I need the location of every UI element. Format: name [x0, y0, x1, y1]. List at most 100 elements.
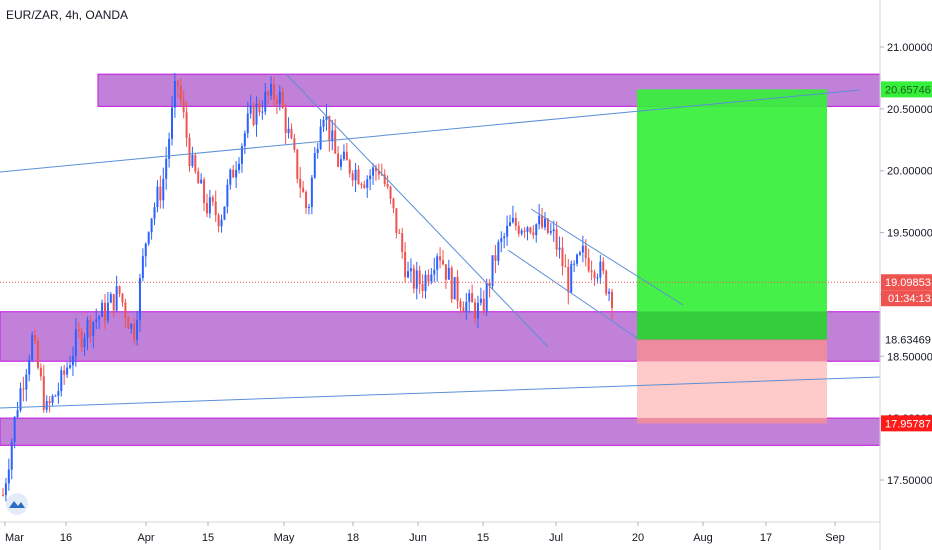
- candle: [290, 123, 293, 140]
- candle: [441, 249, 444, 266]
- candle: [377, 163, 380, 180]
- candle: [115, 275, 118, 313]
- candle-body: [89, 319, 92, 336]
- candle-body: [162, 178, 165, 201]
- candle-body: [7, 469, 10, 484]
- target-price-label-bg: [881, 81, 932, 98]
- candle: [328, 115, 331, 152]
- candle-body: [106, 302, 109, 321]
- candle-body: [34, 334, 37, 342]
- candle: [482, 290, 485, 316]
- candle-body: [546, 218, 549, 233]
- candle: [200, 173, 203, 184]
- candle: [71, 346, 74, 376]
- candle-body: [141, 256, 144, 278]
- candle: [121, 292, 124, 307]
- candle-body: [66, 367, 69, 375]
- candle: [182, 90, 185, 119]
- candle-body: [130, 324, 133, 329]
- candle: [214, 190, 217, 223]
- candle-body: [529, 227, 532, 233]
- candle-body: [255, 103, 258, 125]
- candle: [340, 154, 343, 171]
- candle-body: [366, 179, 369, 188]
- candle-body: [258, 103, 261, 113]
- candle: [240, 143, 243, 173]
- candle-body: [485, 282, 488, 312]
- candle: [278, 85, 281, 111]
- candle: [532, 225, 535, 240]
- candle: [48, 396, 51, 413]
- candle-body: [561, 247, 564, 267]
- candle: [211, 195, 214, 206]
- candle-body: [101, 302, 104, 317]
- candle-body: [36, 341, 39, 368]
- candle-body: [482, 298, 485, 312]
- candle: [322, 116, 325, 133]
- candle: [141, 248, 144, 282]
- candle: [372, 163, 375, 185]
- candle-body: [302, 187, 305, 193]
- candle-body: [404, 251, 407, 278]
- candle: [36, 337, 39, 370]
- candle: [491, 255, 494, 290]
- candle: [526, 226, 529, 241]
- entry-price-label-bg: [881, 331, 932, 348]
- candle: [514, 212, 517, 231]
- candle: [529, 226, 532, 235]
- candle-body: [345, 151, 348, 161]
- candle: [319, 119, 322, 151]
- candle-body: [383, 174, 386, 185]
- candle-body: [272, 84, 275, 100]
- candle: [590, 260, 593, 281]
- candle: [255, 96, 258, 137]
- candle: [357, 165, 360, 185]
- candle: [351, 170, 354, 187]
- candle-body: [520, 230, 523, 234]
- current-price-label: 19.09853: [885, 277, 931, 289]
- candle: [138, 273, 141, 332]
- candle-body: [28, 359, 31, 375]
- candle-body: [124, 302, 127, 318]
- candle: [296, 148, 299, 184]
- candle: [325, 103, 328, 131]
- candle-body: [395, 208, 398, 233]
- candle-body: [581, 245, 584, 253]
- candle-body: [441, 260, 444, 265]
- candle-body: [348, 160, 351, 174]
- candle-body: [415, 270, 418, 289]
- candle-body: [526, 227, 529, 232]
- candle: [261, 100, 264, 120]
- candle: [16, 401, 19, 419]
- candle: [447, 259, 450, 280]
- candle: [220, 214, 223, 233]
- candle: [243, 130, 246, 154]
- candle-body: [497, 242, 500, 261]
- candle-body: [235, 170, 238, 178]
- candle-body: [45, 401, 48, 410]
- upper-trendline: [0, 89, 861, 173]
- candle: [307, 203, 310, 215]
- candle-body: [439, 256, 442, 261]
- candle-body: [538, 215, 541, 225]
- candle: [83, 333, 86, 356]
- candle: [573, 260, 576, 273]
- candle-body: [10, 442, 13, 470]
- candle-body: [377, 171, 380, 175]
- candle-body: [523, 230, 526, 232]
- candle-body: [418, 270, 421, 285]
- candle: [602, 257, 605, 275]
- candle-body: [447, 267, 450, 280]
- y-tick-label: 18.50000: [887, 351, 932, 363]
- candle-body: [468, 293, 471, 302]
- channel-lower-line: [507, 249, 638, 339]
- channel-upper-line: [530, 208, 684, 306]
- candle-body: [407, 271, 410, 278]
- candle: [558, 236, 561, 259]
- candle: [415, 261, 418, 300]
- current-price-label-bg: [881, 274, 932, 291]
- candle: [95, 308, 98, 330]
- candle-body: [602, 261, 605, 271]
- candle-body: [275, 99, 278, 104]
